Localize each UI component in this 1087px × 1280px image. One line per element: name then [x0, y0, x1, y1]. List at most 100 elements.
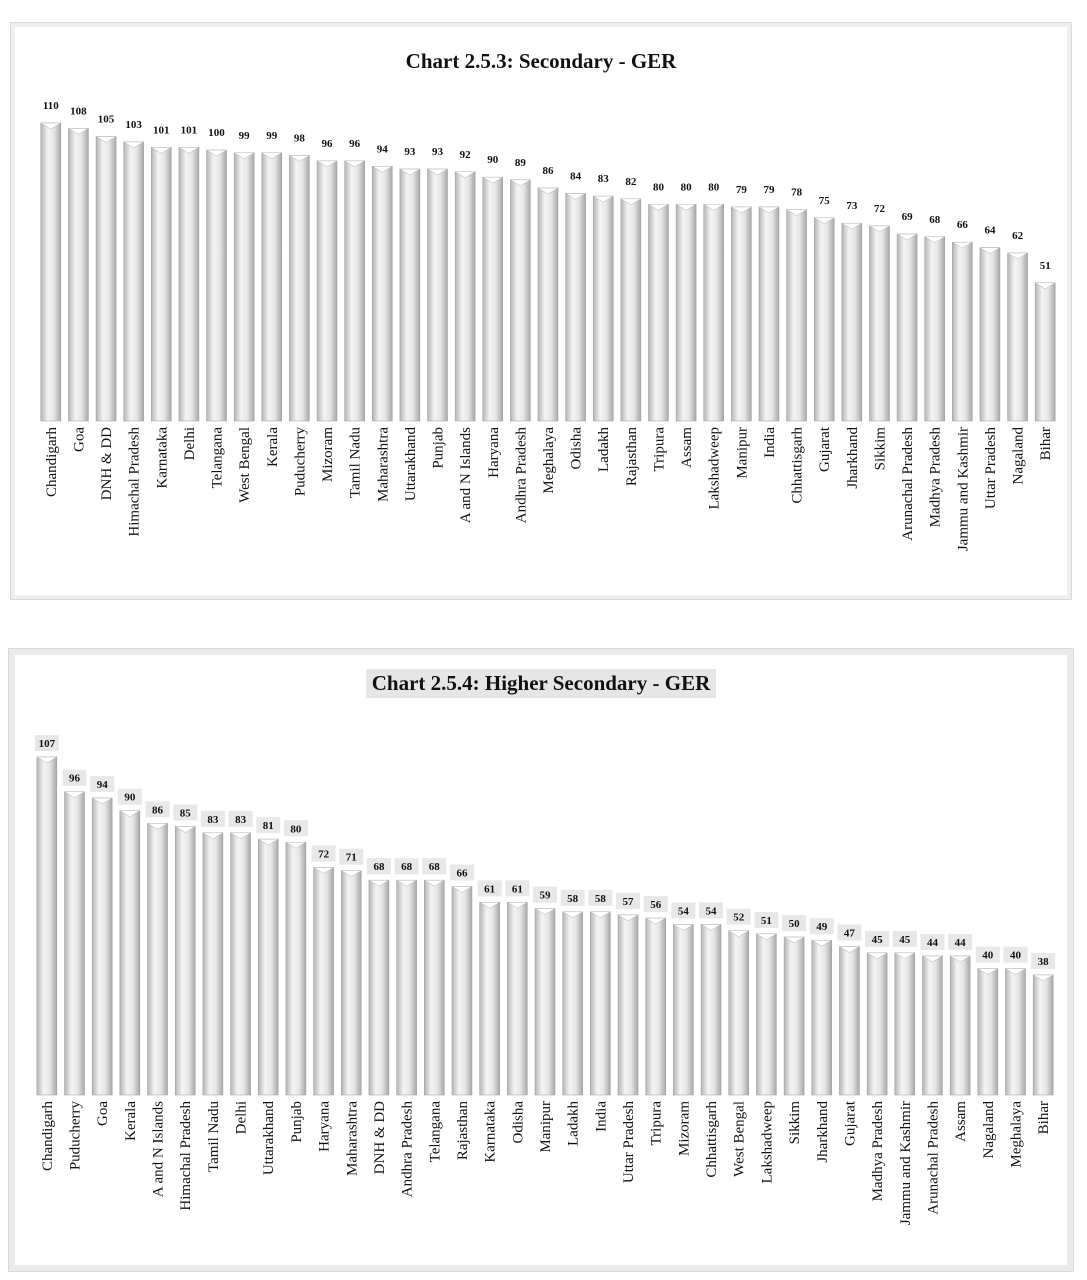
bar-cap-20 — [592, 195, 615, 203]
bar-12 — [372, 166, 393, 422]
category-label-34: Nagaland — [981, 1101, 997, 1159]
data-label-24: 54 — [706, 905, 718, 917]
category-label-11: Tamil Nadu — [348, 427, 364, 499]
category-label-19: Ladakh — [566, 1101, 582, 1146]
bar-14 — [424, 879, 445, 1096]
data-label-23: 54 — [678, 905, 690, 917]
data-label-bg-5 — [173, 804, 198, 821]
data-label-21: 57 — [623, 896, 635, 908]
category-label-33: Jammu and Kashmir — [955, 427, 971, 551]
bar-cap-12 — [368, 879, 390, 887]
bar-cap-16 — [478, 902, 501, 909]
category-label-12: Maharashtra — [375, 427, 391, 502]
data-label-31: 45 — [899, 934, 911, 946]
data-label-bg-26 — [754, 911, 779, 928]
category-label-24: Lakshadweep — [707, 427, 723, 509]
data-label-4: 86 — [152, 804, 164, 816]
category-label-22: Tripura — [649, 1101, 665, 1146]
data-label-15: 66 — [456, 868, 468, 880]
category-label-20: India — [593, 1101, 609, 1132]
data-label-35: 62 — [1012, 230, 1024, 242]
bar-22 — [648, 204, 669, 422]
category-label-26: India — [762, 427, 778, 458]
data-label-5: 85 — [180, 807, 192, 819]
category-label-16: Haryana — [486, 427, 502, 478]
data-label-bg-21 — [616, 892, 641, 909]
data-label-16: 61 — [484, 883, 495, 895]
bar-cap-28 — [813, 217, 836, 225]
bar-2 — [91, 797, 113, 1096]
bar-cap-4 — [150, 147, 173, 154]
data-label-36: 51 — [1040, 260, 1051, 272]
data-label-3: 103 — [125, 119, 142, 131]
bar-cap-34 — [979, 247, 1001, 254]
data-label-32: 68 — [929, 214, 941, 226]
bar-34 — [977, 968, 999, 1096]
bar-cap-31 — [896, 233, 918, 241]
category-label-12: DNH & DD — [372, 1101, 388, 1174]
bar-cap-11 — [343, 160, 366, 168]
data-label-35: 40 — [1010, 950, 1022, 962]
data-label-bg-34 — [975, 946, 1000, 963]
data-label-bg-10 — [311, 845, 336, 862]
category-label-6: Tamil Nadu — [206, 1101, 222, 1173]
bar-5 — [174, 826, 196, 1096]
category-label-23: Assam — [679, 427, 695, 468]
bar-14 — [427, 168, 448, 422]
data-label-17: 89 — [515, 157, 527, 169]
bar-7 — [233, 152, 255, 422]
bar-cap-6 — [201, 832, 224, 840]
data-label-bg-17 — [505, 880, 530, 897]
category-label-5: Himachal Pradesh — [178, 1101, 194, 1211]
data-label-bg-4 — [145, 801, 170, 818]
bar-cap-3 — [118, 810, 141, 817]
category-label-23: Mizoram — [676, 1101, 692, 1156]
bar-cap-6 — [205, 149, 228, 157]
chart-title-higher-secondary: Chart 2.5.4: Higher Secondary - GER — [365, 669, 717, 698]
bar-2 — [95, 136, 117, 422]
data-label-10: 96 — [322, 138, 334, 150]
category-label-29: Gujarat — [842, 1100, 858, 1146]
bar-13 — [399, 168, 421, 422]
bar-cap-0 — [35, 756, 58, 764]
data-label-18: 59 — [540, 890, 552, 902]
bar-cap-29 — [840, 222, 863, 230]
data-label-bg-25 — [726, 908, 751, 925]
bar-10 — [313, 867, 334, 1096]
bar-cap-11 — [340, 870, 363, 878]
data-label-bg-2 — [90, 776, 115, 793]
data-label-14: 93 — [432, 146, 444, 158]
bar-cap-2 — [95, 136, 117, 143]
category-label-36: Bihar — [1036, 1101, 1052, 1134]
bar-cap-35 — [1004, 968, 1027, 975]
bar-cap-1 — [63, 791, 86, 799]
bar-cap-24 — [702, 204, 725, 211]
bar-cap-8 — [257, 838, 280, 846]
data-label-23: 80 — [681, 181, 693, 193]
data-label-bg-14 — [422, 858, 447, 875]
category-label-29: Jharkhand — [845, 427, 861, 489]
bar-21 — [620, 198, 642, 422]
data-label-11: 71 — [346, 852, 357, 864]
data-label-3: 90 — [124, 792, 136, 804]
bar-19 — [565, 193, 586, 422]
bar-35 — [1007, 252, 1028, 422]
bar-9 — [289, 155, 310, 422]
category-label-28: Jharkhand — [815, 1101, 831, 1163]
bar-cap-16 — [481, 176, 504, 184]
data-label-19: 58 — [567, 893, 579, 905]
bar-29 — [841, 222, 863, 422]
category-label-32: Madhya Pradesh — [928, 427, 944, 528]
bar-11 — [341, 870, 362, 1096]
data-label-9: 98 — [294, 133, 306, 145]
bar-cap-7 — [229, 832, 252, 840]
category-label-2: DNH & DD — [99, 427, 115, 500]
data-label-bg-24 — [699, 902, 724, 919]
bar-0 — [40, 122, 62, 422]
bar-cap-25 — [727, 930, 750, 938]
category-label-14: Punjab — [431, 427, 447, 469]
bar-16 — [482, 176, 504, 422]
data-label-bg-13 — [394, 858, 419, 875]
data-label-33: 44 — [955, 937, 967, 949]
category-label-1: Puducherry — [68, 1101, 84, 1171]
